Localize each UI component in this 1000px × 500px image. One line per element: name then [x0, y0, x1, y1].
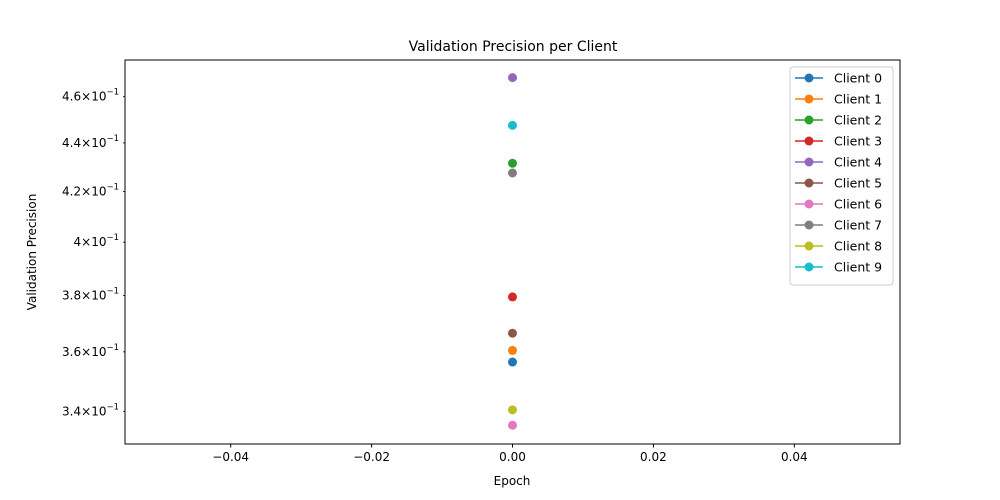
y-axis-title: Validation Precision [25, 194, 39, 311]
legend-swatch-marker [804, 94, 814, 104]
y-tick-exponent: −1 [106, 182, 119, 192]
x-axis: −0.04 −0.02 0.00 0.02 0.04 [212, 444, 808, 464]
legend-label: Client 4 [834, 155, 882, 170]
data-point [508, 328, 517, 338]
legend-label: Client 7 [834, 218, 882, 233]
x-axis-title: Epoch [494, 474, 531, 488]
series-1 [508, 345, 517, 355]
legend-label: Client 1 [834, 92, 882, 107]
legend-label: Client 8 [834, 239, 882, 254]
y-tick-exponent: −1 [106, 233, 119, 243]
y-tick-label: 4.4×10−1 [62, 134, 119, 150]
series-layer [508, 73, 517, 430]
legend: Client 0 Client 1 Client 2 Client 3 Client 4… [789, 66, 894, 286]
y-tick-mantissa: 4.6 [62, 90, 81, 104]
series-7 [508, 168, 517, 178]
x-tick-label: 0.02 [640, 450, 667, 464]
y-tick-exponent: −1 [106, 343, 119, 353]
x-tick-label: 0.00 [499, 450, 526, 464]
series-9 [508, 120, 517, 130]
y-tick-mantissa: 4 [74, 235, 82, 249]
data-point [508, 405, 517, 415]
y-tick-label: 4.6×10−1 [62, 88, 119, 104]
y-tick-exponent: −1 [106, 402, 119, 412]
legend-label: Client 5 [834, 176, 882, 191]
y-tick-exponent: −1 [106, 88, 119, 98]
y-tick-exponent: −1 [106, 134, 119, 144]
legend-item: Client 7 [795, 218, 882, 233]
y-tick-exponent: −1 [106, 287, 119, 297]
legend-label: Client 0 [834, 71, 882, 86]
legend-item: Client 4 [795, 155, 882, 170]
data-point [508, 345, 517, 355]
legend-item: Client 9 [795, 260, 882, 275]
y-tick-label: 4.2×10−1 [62, 182, 119, 198]
y-tick-label: 3.8×10−1 [62, 287, 119, 303]
y-tick-mantissa: 4.2 [62, 184, 81, 198]
data-point [508, 357, 517, 367]
legend-swatch-marker [804, 178, 814, 188]
data-point [508, 292, 517, 302]
data-point [508, 158, 517, 168]
data-point [508, 168, 517, 178]
y-tick-label: 3.4×10−1 [62, 402, 119, 418]
data-point [508, 73, 517, 83]
legend-box [789, 66, 894, 286]
legend-label: Client 9 [834, 260, 882, 275]
x-tick-label: −0.02 [353, 450, 390, 464]
legend-item: Client 0 [795, 71, 882, 86]
legend-label: Client 3 [834, 134, 882, 149]
legend-item: Client 6 [795, 197, 882, 212]
legend-item: Client 5 [795, 176, 882, 191]
y-tick-mantissa: 4.4 [62, 136, 81, 150]
legend-swatch-marker [804, 157, 814, 167]
series-0 [508, 357, 517, 367]
legend-label: Client 6 [834, 197, 882, 212]
y-tick-mantissa: 3.4 [62, 404, 81, 418]
y-tick-label: 4×10−1 [74, 233, 120, 249]
series-6 [508, 420, 517, 430]
data-point [508, 120, 517, 130]
legend-item: Client 3 [795, 134, 882, 149]
legend-item: Client 2 [795, 113, 882, 128]
legend-item: Client 1 [795, 92, 882, 107]
legend-swatch-marker [804, 136, 814, 146]
legend-item: Client 8 [795, 239, 882, 254]
y-tick-label: 3.6×10−1 [62, 343, 119, 359]
legend-swatch-marker [804, 73, 814, 83]
legend-swatch-marker [804, 262, 814, 272]
y-tick-mantissa: 3.6 [62, 345, 81, 359]
y-axis: 3.4×10−13.6×10−13.8×10−14×10−14.2×10−14.… [62, 88, 125, 418]
legend-label: Client 2 [834, 113, 882, 128]
legend-swatch-marker [804, 220, 814, 230]
series-3 [508, 292, 517, 302]
legend-swatch-marker [804, 199, 814, 209]
y-tick-mantissa: 3.8 [62, 289, 81, 303]
legend-swatch-marker [804, 241, 814, 251]
chart-title: Validation Precision per Client [409, 39, 618, 55]
series-4 [508, 73, 517, 83]
x-tick-label: 0.04 [781, 450, 808, 464]
x-tick-label: −0.04 [212, 450, 249, 464]
series-5 [508, 328, 517, 338]
series-2 [508, 158, 517, 168]
legend-swatch-marker [804, 115, 814, 125]
series-8 [508, 405, 517, 415]
data-point [508, 420, 517, 430]
